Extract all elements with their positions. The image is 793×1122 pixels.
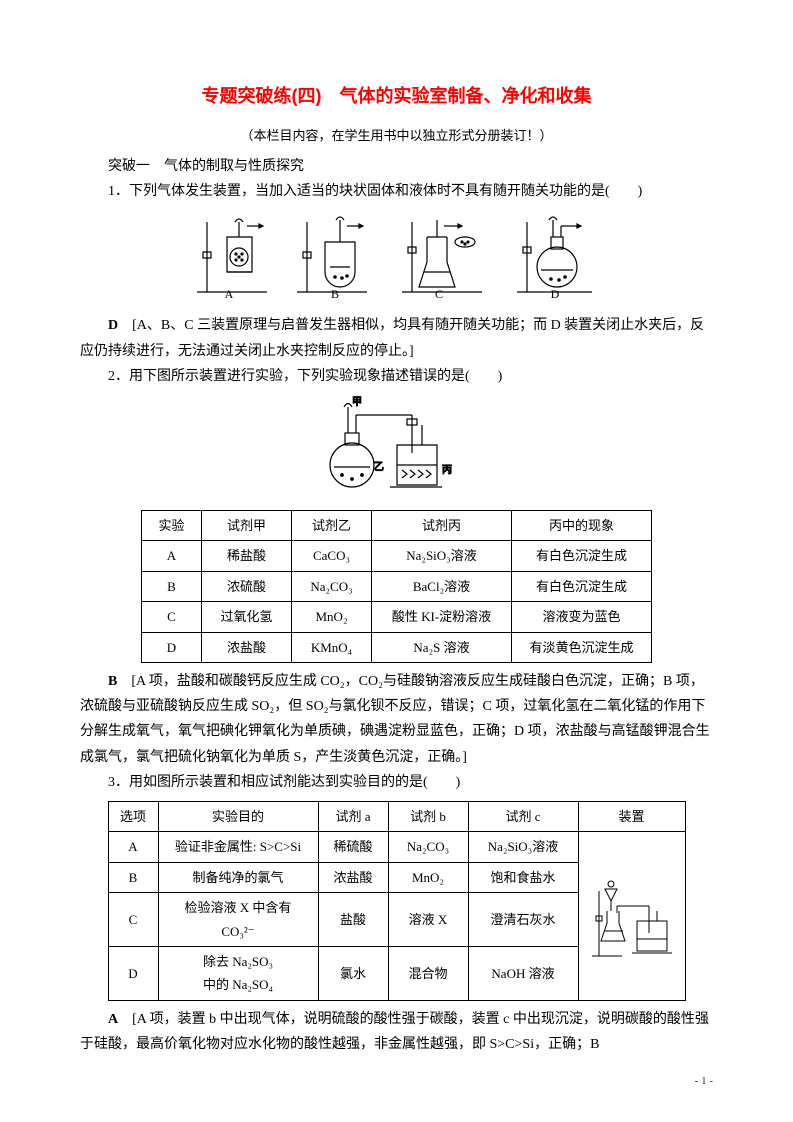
table-row: A 验证非金属性: S>C>Si 稀硫酸 Na₂CO₃ Na₂SiO₃溶液 bbox=[108, 832, 685, 862]
cell: 验证非金属性: S>C>Si bbox=[158, 832, 318, 862]
q3-table: 选项 实验目的 试剂 a 试剂 b 试剂 c 装置 A 验证非金属性: S>C>… bbox=[108, 801, 686, 1001]
q3-stem: 3．用如图所示装置和相应试剂能达到实验目的的是( ) bbox=[80, 770, 713, 795]
cell: C bbox=[108, 893, 158, 947]
th: 试剂甲 bbox=[202, 511, 292, 541]
q2-stem: 2．用下图所示装置进行实验，下列实验现象描述错误的是( ) bbox=[80, 364, 713, 389]
cell: 溶液变为蓝色 bbox=[512, 602, 652, 632]
svg-text:A: A bbox=[224, 287, 233, 300]
cell: 有白色沉淀生成 bbox=[512, 571, 652, 601]
svg-text:D: D bbox=[550, 287, 559, 300]
cell: 检验溶液 X 中含有 CO₃²⁻ bbox=[158, 893, 318, 947]
cell: 氯水 bbox=[318, 946, 388, 1000]
cell: 除去 Na₂SO₃ 中的 Na₂SO₄ bbox=[158, 946, 318, 1000]
cell: CaCO₃ bbox=[292, 541, 372, 571]
cell: KMnO₄ bbox=[292, 632, 372, 662]
q1-stem: 1．下列气体发生装置，当加入适当的块状固体和液体时不具有随开随关功能的是( ) bbox=[80, 179, 713, 204]
cell: 制备纯净的氯气 bbox=[158, 862, 318, 892]
q3-answer-label: A bbox=[108, 1012, 118, 1027]
cell: MnO₂ bbox=[388, 862, 468, 892]
cell: 浓硫酸 bbox=[202, 571, 292, 601]
page-title: 专题突破练(四) 气体的实验室制备、净化和收集 bbox=[80, 80, 713, 112]
cell: 过氧化氢 bbox=[202, 602, 292, 632]
th: 装置 bbox=[578, 801, 685, 831]
q2-table: 实验 试剂甲 试剂乙 试剂丙 丙中的现象 A 稀盐酸 CaCO₃ Na₂SiO₃… bbox=[141, 510, 652, 663]
cell: 浓盐酸 bbox=[318, 862, 388, 892]
cell: Na₂CO₃ bbox=[388, 832, 468, 862]
cell: BaCl₂溶液 bbox=[372, 571, 512, 601]
cell: 澄清石灰水 bbox=[468, 893, 578, 947]
cell: 浓盐酸 bbox=[202, 632, 292, 662]
cell: 稀盐酸 bbox=[202, 541, 292, 571]
svg-text:乙: 乙 bbox=[374, 461, 384, 473]
table-row: 实验 试剂甲 试剂乙 试剂丙 丙中的现象 bbox=[142, 511, 652, 541]
q2-answer-label: B bbox=[108, 674, 117, 689]
cell: Na₂S 溶液 bbox=[372, 632, 512, 662]
cell: 混合物 bbox=[388, 946, 468, 1000]
q1-answer: D [A、B、C 三装置原理与启普发生器相似，均具有随开随关功能；而 D 装置关… bbox=[80, 313, 713, 363]
cell: 盐酸 bbox=[318, 893, 388, 947]
cell: D bbox=[142, 632, 202, 662]
cell: Na₂SiO₃溶液 bbox=[468, 832, 578, 862]
cell: 有淡黄色沉淀生成 bbox=[512, 632, 652, 662]
cell: B bbox=[108, 862, 158, 892]
q2-answer-text: [A 项，盐酸和碳酸钙反应生成 CO₂，CO₂与硅酸钠溶液反应生成硅酸白色沉淀，… bbox=[80, 674, 710, 765]
cell: B bbox=[142, 571, 202, 601]
table-row: 选项 实验目的 试剂 a 试剂 b 试剂 c 装置 bbox=[108, 801, 685, 831]
cell: 有白色沉淀生成 bbox=[512, 541, 652, 571]
svg-text:丙: 丙 bbox=[442, 465, 452, 476]
table-row: D 浓盐酸 KMnO₄ Na₂S 溶液 有淡黄色沉淀生成 bbox=[142, 632, 652, 662]
cell: MnO₂ bbox=[292, 602, 372, 632]
q1-figure-row: A B C D bbox=[80, 212, 713, 309]
th: 实验 bbox=[142, 511, 202, 541]
th: 试剂 c bbox=[468, 801, 578, 831]
th: 丙中的现象 bbox=[512, 511, 652, 541]
svg-text:甲: 甲 bbox=[352, 397, 362, 408]
cell: NaOH 溶液 bbox=[468, 946, 578, 1000]
cell: C bbox=[142, 602, 202, 632]
q1-answer-label: D bbox=[108, 318, 118, 333]
table-row: A 稀盐酸 CaCO₃ Na₂SiO₃溶液 有白色沉淀生成 bbox=[142, 541, 652, 571]
cell: 饱和食盐水 bbox=[468, 862, 578, 892]
cell: Na₂SiO₃溶液 bbox=[372, 541, 512, 571]
q2-figure: 甲 乙 丙 bbox=[80, 395, 713, 504]
table-row: B 浓硫酸 Na₂CO₃ BaCl₂溶液 有白色沉淀生成 bbox=[142, 571, 652, 601]
cell: 稀硫酸 bbox=[318, 832, 388, 862]
page-number: - 1 - bbox=[695, 1072, 713, 1092]
th: 试剂 b bbox=[388, 801, 468, 831]
q3-answer-text: [A 项，装置 b 中出现气体，说明硫酸的酸性强于碳酸，装置 c 中出现沉淀，说… bbox=[80, 1012, 709, 1052]
th: 实验目的 bbox=[158, 801, 318, 831]
subtitle: （本栏目内容，在学生用书中以独立形式分册装订！） bbox=[80, 124, 713, 147]
table-row: C 过氧化氢 MnO₂ 酸性 KI-淀粉溶液 溶液变为蓝色 bbox=[142, 602, 652, 632]
q1-answer-text: [A、B、C 三装置原理与启普发生器相似，均具有随开随关功能；而 D 装置关闭止… bbox=[80, 318, 704, 358]
cell: A bbox=[142, 541, 202, 571]
th: 选项 bbox=[108, 801, 158, 831]
section-heading: 突破一 气体的制取与性质探究 bbox=[80, 154, 713, 179]
cell: 溶液 X bbox=[388, 893, 468, 947]
th: 试剂乙 bbox=[292, 511, 372, 541]
cell: D bbox=[108, 946, 158, 1000]
q2-answer: B [A 项，盐酸和碳酸钙反应生成 CO₂，CO₂与硅酸钠溶液反应生成硅酸白色沉… bbox=[80, 669, 713, 770]
th: 试剂 a bbox=[318, 801, 388, 831]
q3-answer: A [A 项，装置 b 中出现气体，说明硫酸的酸性强于碳酸，装置 c 中出现沉淀… bbox=[80, 1007, 713, 1057]
cell: A bbox=[108, 832, 158, 862]
cell: Na₂CO₃ bbox=[292, 571, 372, 601]
svg-text:C: C bbox=[434, 287, 442, 300]
cell: 酸性 KI-淀粉溶液 bbox=[372, 602, 512, 632]
th: 试剂丙 bbox=[372, 511, 512, 541]
q3-apparatus-cell bbox=[578, 832, 685, 1000]
svg-text:B: B bbox=[330, 287, 338, 300]
